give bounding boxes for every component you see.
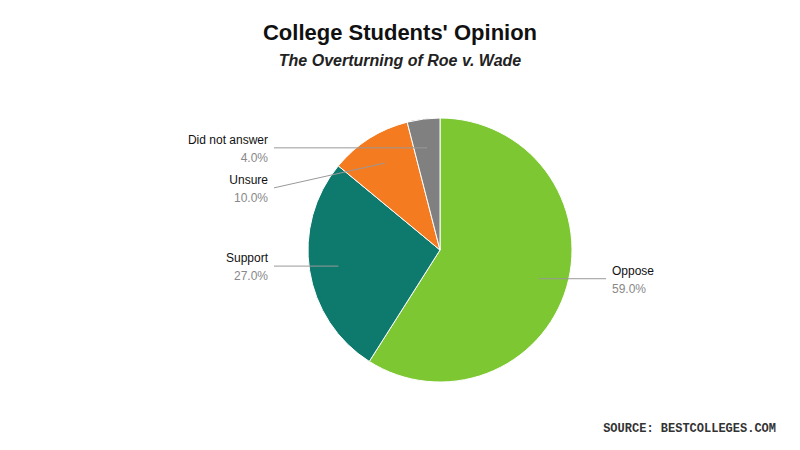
- chart-svg: College Students' Opinion The Overturning…: [0, 0, 800, 450]
- source: SOURCE: BESTCOLLEGES.COM: [603, 422, 776, 436]
- category-label: Did not answer: [188, 133, 268, 147]
- labels: Oppose 59.0% Support 27.0% Unsure 10.0% Did no…: [188, 133, 654, 296]
- category-label: Oppose: [612, 264, 654, 278]
- category-label: Unsure: [229, 173, 268, 187]
- chart-container: College Students' Opinion The Overturning…: [0, 0, 800, 450]
- leader-line: [274, 266, 338, 267]
- subtitle: The Overturning of Roe v. Wade: [279, 52, 522, 69]
- title: College Students' Opinion: [263, 20, 537, 45]
- category-label: Support: [226, 251, 269, 265]
- value-label: 10.0%: [234, 191, 268, 205]
- pie-slice: [407, 118, 440, 250]
- value-label: 59.0%: [612, 282, 646, 296]
- value-label: 27.0%: [234, 269, 268, 283]
- pie: [308, 118, 572, 382]
- leader-line: [539, 278, 606, 279]
- leader-line: [274, 147, 427, 148]
- leader-line: [274, 163, 385, 188]
- value-label: 4.0%: [241, 151, 269, 165]
